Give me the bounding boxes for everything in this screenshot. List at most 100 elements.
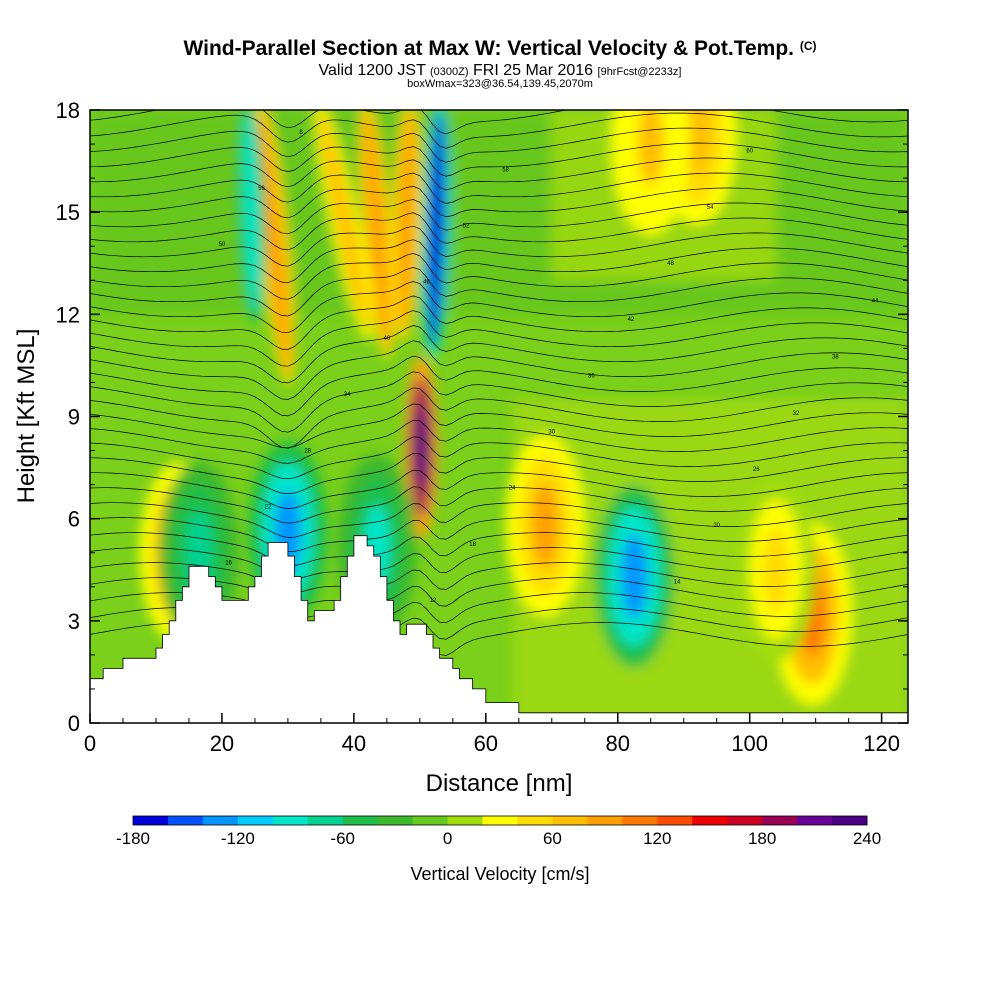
isentrope-9: [90, 486, 908, 524]
colorbar-swatch: [727, 816, 763, 825]
x-tick-label: 100: [731, 731, 768, 756]
colorbar-swatch: [202, 816, 239, 825]
colorbar-frame: [132, 815, 868, 826]
colorbar-swatch: [482, 816, 518, 825]
band-core: [364, 110, 390, 349]
isentrope-label: 16: [225, 561, 232, 567]
isentrope-33: [90, 127, 908, 163]
valid-date: FRI 25 Mar 2016: [473, 62, 594, 79]
colorbar-swatch: [412, 816, 449, 825]
x-tick-label: 80: [605, 731, 629, 756]
y-tick-label: 3: [68, 609, 80, 634]
colorbar-swatch: [167, 816, 204, 825]
cell-core-1: [531, 483, 559, 568]
isentrope-10: [90, 469, 908, 509]
isentrope-5: [90, 547, 908, 580]
isentrope-34: [90, 112, 908, 149]
y-tick-label: 9: [68, 405, 80, 430]
valid-time: Valid 1200 JST: [318, 62, 426, 79]
cell-core-7: [621, 534, 648, 619]
isentrope-16: [90, 371, 908, 433]
colorbar-tick-label: 0: [443, 829, 452, 848]
chart-title-text: Wind-Parallel Section at Max W: Vertical…: [183, 37, 794, 60]
colorbar-swatch: [237, 816, 274, 825]
isentrope-27: [90, 212, 908, 251]
colorbar-swatch: [832, 816, 868, 825]
isentrope-label: 24: [509, 486, 516, 492]
colorbar-label: Vertical Velocity [cm/s]: [410, 864, 589, 884]
isentrope-8: [90, 502, 908, 538]
y-tick-label: 0: [68, 711, 80, 736]
isentrope-label: 12: [430, 598, 437, 604]
x-tick-label: 60: [474, 731, 498, 756]
isentrope-22: [90, 281, 908, 334]
isentrope-label: 18: [469, 542, 476, 548]
isentrope-23: [90, 267, 908, 317]
isentrope-7: [90, 517, 908, 552]
isentrope-label: 60: [746, 149, 753, 155]
colorbar-swatch: [307, 816, 344, 825]
isentrope-31: [90, 157, 908, 191]
isentrope-20: [90, 310, 908, 367]
y-tick-label: 12: [56, 302, 80, 327]
isentrope-label: 48: [667, 261, 674, 267]
colorbar-swatch: [447, 816, 484, 825]
isentrope-24: [90, 253, 908, 300]
isentrope-label: 58: [502, 167, 509, 173]
isentrope-26: [90, 225, 908, 267]
isentrope-17: [90, 355, 908, 417]
isentrope-label: 14: [674, 579, 681, 585]
utc-time: (0300Z): [430, 66, 469, 78]
y-tick-label: 18: [56, 98, 80, 123]
cell-core-6: [637, 110, 664, 187]
tilted-band-5: [237, 110, 267, 325]
band-core: [259, 110, 291, 376]
isentrope-29: [90, 185, 908, 219]
band-core: [242, 110, 261, 315]
band-core: [397, 110, 416, 332]
band-core: [319, 110, 369, 332]
isentrope-label: 46: [423, 280, 430, 286]
x-tick-label: 0: [84, 731, 96, 756]
colorbar: -180 -120 -60 0 60 120 180 240: [116, 815, 881, 848]
tilted-band-0: [254, 110, 295, 386]
colorbar-swatch: [762, 816, 798, 825]
isentrope-label: 30: [548, 430, 555, 436]
colorbar-tick-label: 60: [543, 829, 562, 848]
colorbar-swatch: [517, 816, 553, 825]
colorbar-swatch: [342, 816, 379, 825]
band-core: [427, 110, 445, 349]
colorbar-swatch: [133, 816, 169, 825]
isentrope-label: 20: [713, 523, 720, 529]
x-tick-label: 20: [210, 731, 234, 756]
isentrope-label: 36: [588, 373, 595, 379]
colorbar-swatch: [587, 816, 623, 825]
isentrope-12: [90, 436, 908, 480]
y-tick-label: 15: [56, 200, 80, 225]
colorbar-swatch: [797, 816, 833, 825]
isentrope-label: 50: [219, 242, 226, 248]
colorbar-tick-label: -60: [330, 829, 355, 848]
y-tick-label: 6: [68, 507, 80, 532]
forecast-info: [9hrFcst@2233z]: [597, 66, 682, 78]
isentrope-18: [90, 340, 908, 400]
chart-subtitle: Valid 1200 JST (0300Z) FRI 25 Mar 2016 […: [0, 62, 1000, 80]
x-axis: 0 20 40 60 80 100 120: [84, 713, 900, 756]
colorbar-swatch: [552, 816, 588, 825]
isentrope-label: 22: [265, 504, 272, 510]
isentrope-4: [90, 562, 908, 594]
isentrope-label: 34: [344, 392, 351, 398]
isentrope-2: [90, 592, 908, 624]
isentrope-label: 42: [628, 317, 635, 323]
isentrope-label: 28: [304, 448, 311, 454]
isentrope-30: [90, 172, 908, 204]
isentrope-28: [90, 199, 908, 235]
tilted-band-1: [315, 110, 373, 342]
colorbar-tick-label: 120: [643, 829, 671, 848]
isentrope-label: 54: [707, 205, 714, 211]
chart-title: Wind-Parallel Section at Max W: Vertical…: [0, 37, 1000, 61]
y-axis-label: Height [Kft MSL]: [13, 329, 40, 504]
isentrope-14: [90, 403, 908, 449]
